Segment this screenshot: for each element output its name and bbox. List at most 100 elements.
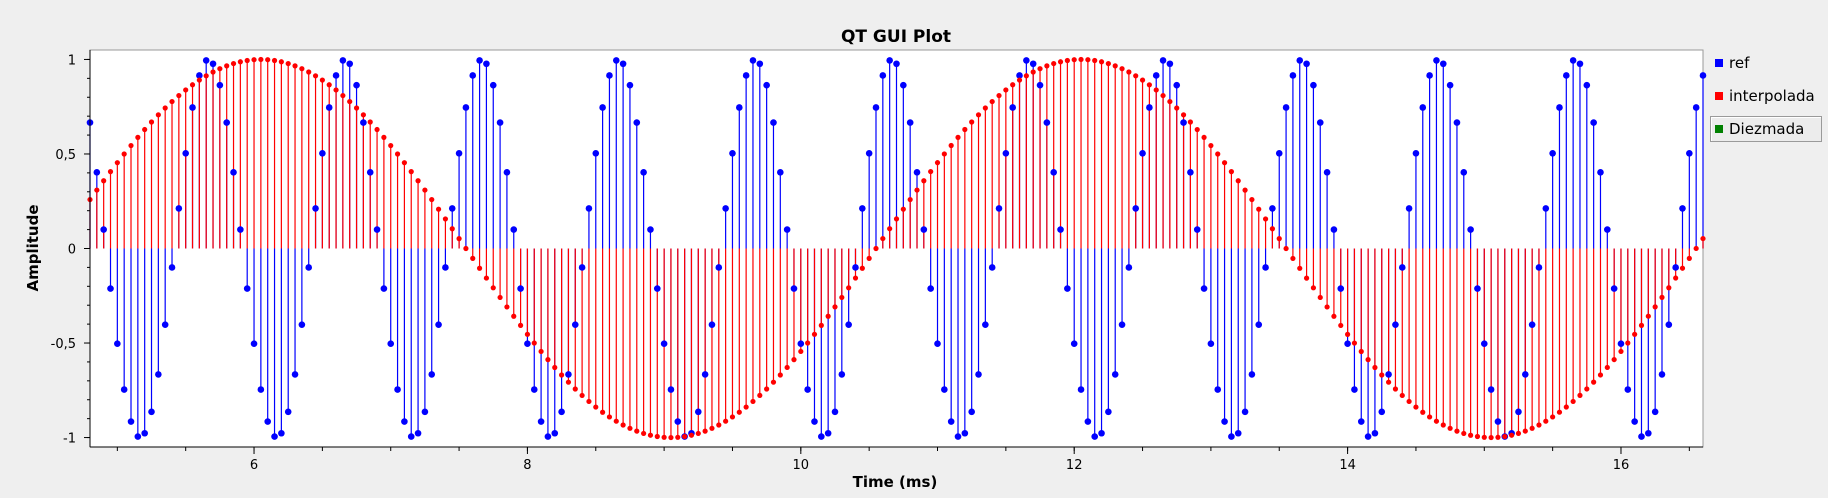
interpolada-point [846,285,852,291]
ref-point [141,429,148,437]
ref-point [1228,433,1235,440]
ref-color-swatch [1715,59,1723,67]
ref-point [1159,57,1167,64]
ref-point [558,408,565,416]
ref-point [1467,226,1474,233]
x-tick-label: 16 [1613,458,1630,473]
legend-label-ref: ref [1729,54,1750,72]
interpolada-point [1146,82,1152,88]
ref-point [1193,226,1201,233]
y-tick-label: 1 [68,53,76,68]
interpolada-point [641,430,647,437]
ref-point [783,226,791,233]
interpolada-point [791,357,797,363]
ref-point [1474,285,1481,292]
interpolada-point [1652,304,1658,310]
interpolada-point [470,255,476,262]
ref-point [1576,60,1584,68]
ref-point [1583,81,1591,89]
interpolada-point [463,245,469,252]
ref-point [360,119,367,126]
interpolada-point [1078,56,1084,63]
interpolada-point [114,160,120,166]
interpolada-point [1160,92,1166,99]
ref-point [455,149,463,157]
ref-point [722,205,729,212]
interpolada-point [292,63,298,69]
interpolada-point [176,92,182,99]
ref-point [1337,285,1345,292]
ref-point [640,169,647,176]
ref-point [1542,205,1550,212]
interpolada-point [736,409,742,415]
x-tick-label: 10 [793,458,810,473]
ref-point [462,104,470,111]
ref-point [831,408,839,416]
ref-point [1241,408,1249,416]
ref-point [353,81,360,89]
interpolada-point [1092,57,1098,64]
interpolada-point [1030,69,1036,75]
ref-point [1487,386,1495,393]
ref-point [1563,72,1570,79]
ref-point [1310,81,1317,89]
interpolada-point [688,432,695,438]
ref-point [483,60,490,68]
ref-point [1412,149,1420,157]
ref-point [1426,72,1433,79]
axes: 1 0,5 0 -0,5 -1 6 8 10 12 14 16 [51,50,1703,473]
interpolada-point [285,60,291,67]
interpolada-point [1433,418,1440,424]
ref-point [1118,321,1126,328]
interpolada-point [1556,409,1563,415]
ref-point [250,340,258,348]
interpolada-point [900,206,906,212]
ref-point [1091,433,1099,440]
y-tick-label: 0 [68,243,76,258]
legend-item-ref[interactable]: ref [1710,50,1822,76]
ref-point [1344,340,1351,348]
interpolada-point [1379,372,1385,378]
interpolada-point [866,255,872,261]
ref-point [100,226,107,233]
interpolada-point [360,112,366,118]
interpolada-point [593,404,599,410]
interpolada-point [394,151,401,157]
ref-point [1521,371,1529,378]
interpolada-point [1228,169,1235,175]
legend-item-diezmada[interactable]: Diezmada [1710,116,1822,142]
interpolada-point [1365,357,1371,363]
ref-point [1446,81,1454,89]
interpolada-point [1262,216,1269,222]
ref-point [1269,205,1276,212]
ref-point [107,285,114,292]
ref-point [1132,205,1140,212]
chart-title: QT GUI Plot [841,27,951,47]
interpolada-point [1543,418,1549,424]
interpolada-point [716,422,722,428]
ref-point [578,264,586,271]
interpolada-point [545,357,551,363]
ref-point [1303,60,1310,68]
interpolada-point [948,142,954,149]
interpolada-point [907,196,913,203]
ref-point [1255,321,1263,328]
interpolada-point [483,275,490,281]
legend-label-interpolada: interpolada [1729,87,1815,105]
interpolada-point [579,392,585,399]
legend-item-interpolada[interactable]: interpolada [1710,83,1822,109]
interpolada-point [1344,331,1351,337]
interpolada-point [1215,151,1221,157]
ref-point [524,340,531,348]
interpolada-point [497,294,503,301]
interpolada-point [449,226,455,232]
interpolada-point [94,187,100,193]
interpolada-point [490,285,496,291]
interpolada-point [661,434,667,440]
interpolada-point [1358,348,1364,355]
interpolada-point [1016,77,1023,83]
ref-point [189,104,196,111]
interpolada-point [1638,322,1645,328]
ref-point [1453,119,1461,126]
